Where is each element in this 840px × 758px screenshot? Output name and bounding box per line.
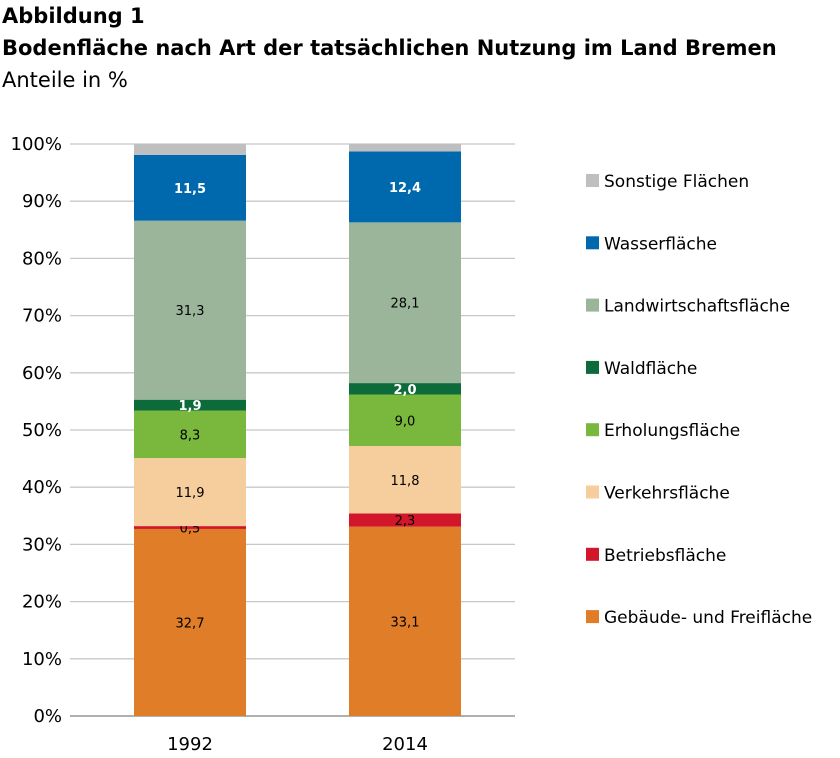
y-tick-label: 70% <box>22 306 62 327</box>
data-label: 1,9 <box>178 399 201 414</box>
x-tick-label: 1992 <box>167 734 213 755</box>
legend-label: Gebäude- und Freifläche <box>604 608 812 628</box>
x-tick-label: 2014 <box>382 734 428 755</box>
bar-segment <box>349 151 461 223</box>
data-label: 32,7 <box>176 616 205 631</box>
legend-swatch <box>586 485 599 499</box>
legend-label: Sonstige Flächen <box>604 172 749 192</box>
data-label: 33,1 <box>391 615 420 630</box>
data-label: 11,9 <box>176 486 205 501</box>
y-tick-label: 30% <box>22 534 62 555</box>
y-tick-label: 60% <box>22 363 62 384</box>
bar-segment <box>134 458 246 527</box>
legend-label: Landwirtschaftsfläche <box>604 297 790 317</box>
data-label: 2,0 <box>393 383 416 398</box>
y-tick-label: 80% <box>22 248 62 269</box>
legend-label: Betriebsfläche <box>604 546 726 566</box>
bar-segment <box>134 154 246 221</box>
data-label: 12,4 <box>389 181 421 196</box>
bar-segment <box>134 220 246 400</box>
y-tick-label: 90% <box>22 191 62 212</box>
chart-title: Bodenfläche nach Art der tatsächlichen N… <box>2 36 777 60</box>
data-label: 31,3 <box>176 304 205 319</box>
legend-swatch <box>586 423 599 437</box>
y-tick-label: 40% <box>22 477 62 498</box>
legend-label: Waldfläche <box>604 359 697 379</box>
legend-swatch <box>586 298 599 312</box>
legend-swatch <box>586 610 599 624</box>
legend-label: Erholungsfläche <box>604 421 740 441</box>
y-tick-label: 50% <box>22 420 62 441</box>
bar-segment <box>134 526 246 529</box>
bar-segment <box>134 528 246 716</box>
data-label: 9,0 <box>395 414 416 429</box>
y-tick-label: 100% <box>11 134 62 155</box>
data-label: 2,3 <box>395 514 416 529</box>
legend-label: Verkehrsfläche <box>604 484 730 504</box>
bar-segment <box>349 394 461 447</box>
chart-subtitle: Anteile in % <box>2 68 128 92</box>
legend-swatch <box>586 360 599 374</box>
y-tick-label: 10% <box>22 649 62 670</box>
y-tick-label: 20% <box>22 592 62 613</box>
bar-segment <box>349 383 461 395</box>
y-tick-label: 0% <box>33 706 62 727</box>
data-label: 11,8 <box>391 474 420 489</box>
bar-segment <box>349 513 461 527</box>
bar-segment <box>349 526 461 716</box>
bar-segment <box>134 399 246 411</box>
figure-label: Abbildung 1 <box>2 4 145 28</box>
data-label: 28,1 <box>391 297 420 312</box>
bar-segment <box>134 410 246 459</box>
legend-swatch <box>586 174 599 187</box>
data-label: 11,5 <box>174 182 206 197</box>
legend-swatch <box>586 547 599 561</box>
bar-segment <box>349 446 461 514</box>
bar-segment <box>134 144 246 155</box>
bar-segment <box>349 144 461 152</box>
legend-label: Wasserfläche <box>604 234 717 254</box>
bar-segment <box>349 222 461 384</box>
legend-swatch <box>586 236 599 250</box>
data-label: 8,3 <box>180 428 201 443</box>
